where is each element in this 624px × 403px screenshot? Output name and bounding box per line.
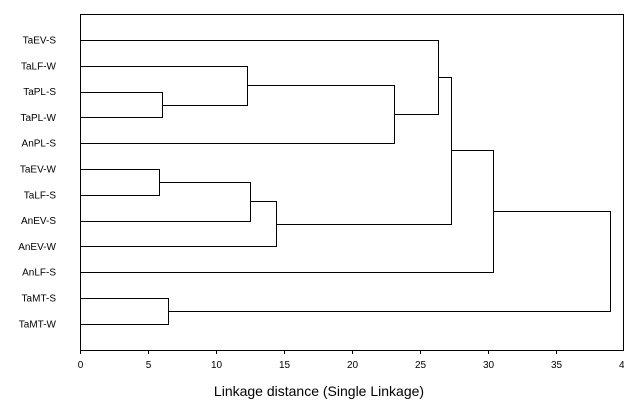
- leaf-labels: TaEV-S TaLF-W TaPL-S TaPL-W AnPL-S TaEV-W TaLF…: [18, 36, 56, 331]
- merge-link-C4: [80, 66, 248, 106]
- leaf-label: TaLF-W: [21, 61, 57, 72]
- x-tick-label: 30: [483, 360, 495, 371]
- dendrogram-links: [80, 40, 611, 325]
- merge-link-C11: [168, 211, 611, 312]
- leaf-label: TaMT-W: [19, 319, 57, 330]
- merge-link-C7: [80, 85, 395, 144]
- x-tick-label: 40: [619, 360, 624, 371]
- x-tick-label: 10: [211, 360, 223, 371]
- merge-link-C6: [80, 201, 277, 247]
- x-tick-label: 0: [78, 360, 84, 371]
- merge-link-C9: [276, 77, 452, 225]
- leaf-label: AnPL-S: [22, 139, 57, 150]
- merge-link-C8: [80, 40, 439, 115]
- x-tick-label: 15: [279, 360, 291, 371]
- leaf-label: TaEV-W: [20, 165, 57, 176]
- leaf-label: TaLF-S: [24, 190, 57, 201]
- x-tick-label: 35: [551, 360, 563, 371]
- leaf-label: TaPL-S: [23, 87, 56, 98]
- leaf-label: AnEV-S: [21, 216, 56, 227]
- merge-link-C2: [80, 92, 163, 118]
- leaf-label: AnLF-S: [22, 268, 56, 279]
- merge-link-C1: [80, 169, 160, 196]
- merge-link-C5: [80, 182, 251, 222]
- x-axis: 0 5 10 15 20 25 30 35 40: [78, 350, 624, 371]
- merge-link-C3: [80, 298, 169, 325]
- x-tick-label: 25: [415, 360, 427, 371]
- leaf-label: TaPL-W: [20, 113, 56, 124]
- x-axis-title: Linkage distance (Single Linkage): [214, 383, 424, 399]
- x-tick-label: 5: [146, 360, 152, 371]
- x-tick-label: 20: [347, 360, 359, 371]
- leaf-label: TaEV-S: [23, 36, 57, 47]
- leaf-label: AnEV-W: [18, 242, 56, 253]
- leaf-label: TaMT-S: [22, 294, 57, 305]
- merge-link-C10: [80, 150, 494, 273]
